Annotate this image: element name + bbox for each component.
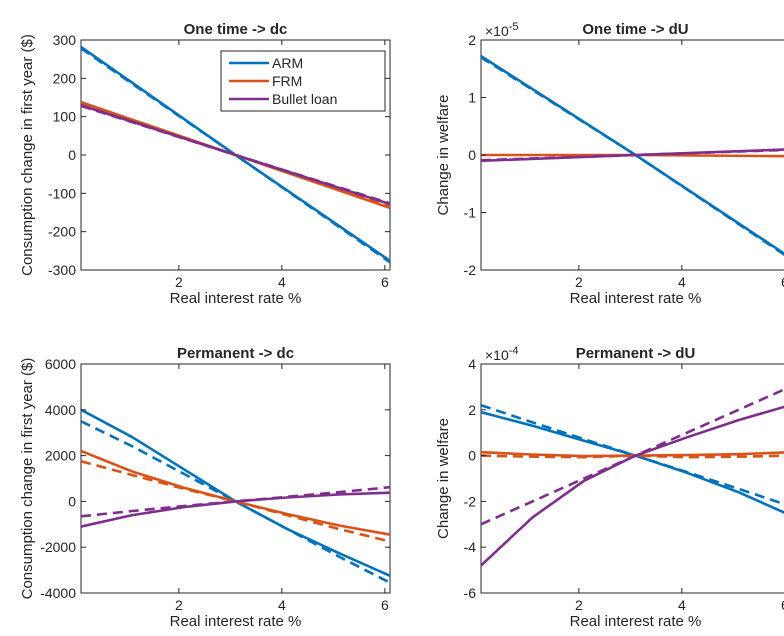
series-line-bullet-loan-dashed (81, 104, 390, 205)
y-axis-exponent: ×10-5 (485, 21, 519, 39)
y-tick-label: -4 (464, 539, 477, 555)
series-line-frm-dashed (481, 454, 784, 459)
chart-title: Permanent -> dc (177, 345, 294, 362)
x-tick-label: 2 (575, 597, 583, 613)
legend-label-bullet-loan: Bullet loan (272, 91, 337, 107)
x-tick-label: 4 (278, 274, 286, 290)
x-tick-label: 2 (175, 274, 183, 290)
y-axis-label: Change in welfare (435, 418, 452, 539)
y-tick-label: -1 (464, 205, 477, 221)
y-tick-label: 2000 (45, 448, 76, 464)
series-group (481, 388, 784, 567)
series-group (81, 408, 390, 584)
series-group (481, 55, 784, 257)
series-line-bullet-loan-dashed (81, 485, 390, 518)
y-tick-label: -2 (464, 262, 477, 278)
chart-title: Permanent -> dU (576, 345, 696, 362)
y-tick-label: 2 (468, 402, 476, 418)
y-tick-label: 4 (468, 356, 476, 372)
series-line-arm-dashed (81, 420, 390, 584)
x-tick-label: 2 (575, 274, 583, 290)
x-tick-label: 6 (381, 274, 389, 290)
y-axis-label: Consumption change in first year ($) (19, 34, 36, 276)
y-tick-label: 6000 (45, 356, 76, 372)
plot-area (80, 363, 391, 594)
y-axis-label: Change in welfare (435, 95, 452, 216)
x-axis-label: Real interest rate % (170, 613, 302, 630)
x-axis-label: Real interest rate % (570, 290, 702, 307)
series-line-bullet-loan-solid (81, 491, 390, 528)
y-tick-label: 1 (468, 90, 476, 106)
y-tick-label: 0 (68, 493, 76, 509)
chart-title: One time -> dc (184, 21, 288, 38)
y-tick-label: 300 (53, 32, 77, 48)
x-tick-label: 4 (678, 597, 686, 613)
plot-area (480, 363, 784, 594)
y-axis-exponent: ×10-4 (485, 345, 519, 363)
x-tick-label: 6 (781, 597, 784, 613)
y-tick-label: 0 (468, 147, 476, 163)
legend-label-frm: FRM (272, 73, 302, 89)
y-tick-label: 4000 (45, 402, 76, 418)
y-axis-label: Consumption change in first year ($) (19, 358, 36, 600)
chart-panel-3: 2 4 6 -4000 -2000 0 2000 4000 6000 Permanent -> d… (19, 345, 391, 630)
y-tick-label: 0 (68, 147, 76, 163)
x-tick-label: 4 (678, 274, 686, 290)
y-tick-label: -2000 (40, 539, 76, 555)
y-tick-label: -4000 (40, 585, 76, 601)
series-group (81, 45, 390, 264)
legend-label-arm: ARM (272, 55, 303, 71)
x-tick-label: 6 (781, 274, 784, 290)
chart-panel-2: 2 4 6 -2 -1 0 1 2 ×10-5 One time -> dU Real intere… (435, 21, 784, 307)
series-line-frm-dashed (81, 460, 390, 543)
y-tick-label: 0 (468, 448, 476, 464)
y-tick-label: -6 (464, 585, 477, 601)
x-tick-label: 4 (278, 597, 286, 613)
y-tick-label: -2 (464, 493, 477, 509)
series-line-bullet-loan-dashed (481, 388, 784, 526)
y-tick-label: -300 (48, 262, 76, 278)
x-axis-label: Real interest rate % (170, 290, 302, 307)
x-axis-label: Real interest rate % (570, 613, 702, 630)
x-tick-label: 2 (175, 597, 183, 613)
x-tick-label: 6 (381, 597, 389, 613)
series-line-bullet-loan-dashed (481, 148, 784, 162)
chart-panel-4: 2 4 6 -6 -4 -2 0 2 4 ×10-4 Permanent -> dU Real int… (435, 345, 784, 630)
y-tick-label: -100 (48, 185, 76, 201)
legend: ARM FRM Bullet loan (220, 50, 386, 112)
chart-title: One time -> dU (582, 21, 688, 38)
series-line-arm-dashed (81, 47, 390, 264)
y-tick-label: 2 (468, 32, 476, 48)
chart-panel-1: 2 4 6 -300 -200 -100 0 100 200 300 One time -> dc R… (19, 21, 391, 307)
y-tick-label: -200 (48, 224, 76, 240)
y-tick-label: 100 (53, 109, 77, 125)
y-tick-label: 200 (53, 70, 77, 86)
